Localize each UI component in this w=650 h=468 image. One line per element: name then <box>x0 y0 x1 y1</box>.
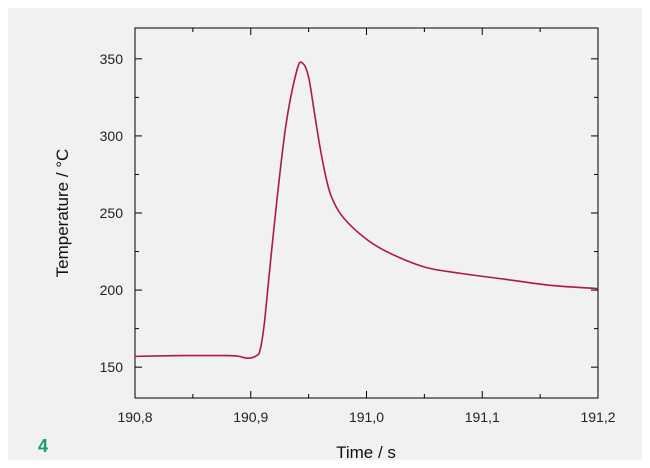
y-tick-label: 300 <box>100 128 124 144</box>
x-tick-label: 191,0 <box>349 409 384 425</box>
x-tick-label: 190,8 <box>117 409 152 425</box>
x-tick-label: 191,1 <box>465 409 500 425</box>
series-group <box>134 61 599 359</box>
y-tick-label: 250 <box>100 205 124 221</box>
figure-frame <box>8 8 642 460</box>
x-tick-label: 190,9 <box>233 409 268 425</box>
y-axis-title: Temperature / °C <box>53 149 72 278</box>
x-ticks: 190,8 190,9 191,0 191,1 191,2 <box>117 28 616 425</box>
x-tick-label: 191,2 <box>580 409 615 425</box>
y-tick-label: 350 <box>100 51 124 67</box>
y-tick-label: 150 <box>100 359 124 375</box>
y-ticks: 150 200 250 300 350 <box>100 51 598 375</box>
x-axis-title: Time / s <box>336 443 396 462</box>
plot-area <box>134 27 599 399</box>
figure-number: 4 <box>38 436 49 456</box>
y-tick-label: 200 <box>100 282 124 298</box>
temperature-line <box>134 61 599 359</box>
